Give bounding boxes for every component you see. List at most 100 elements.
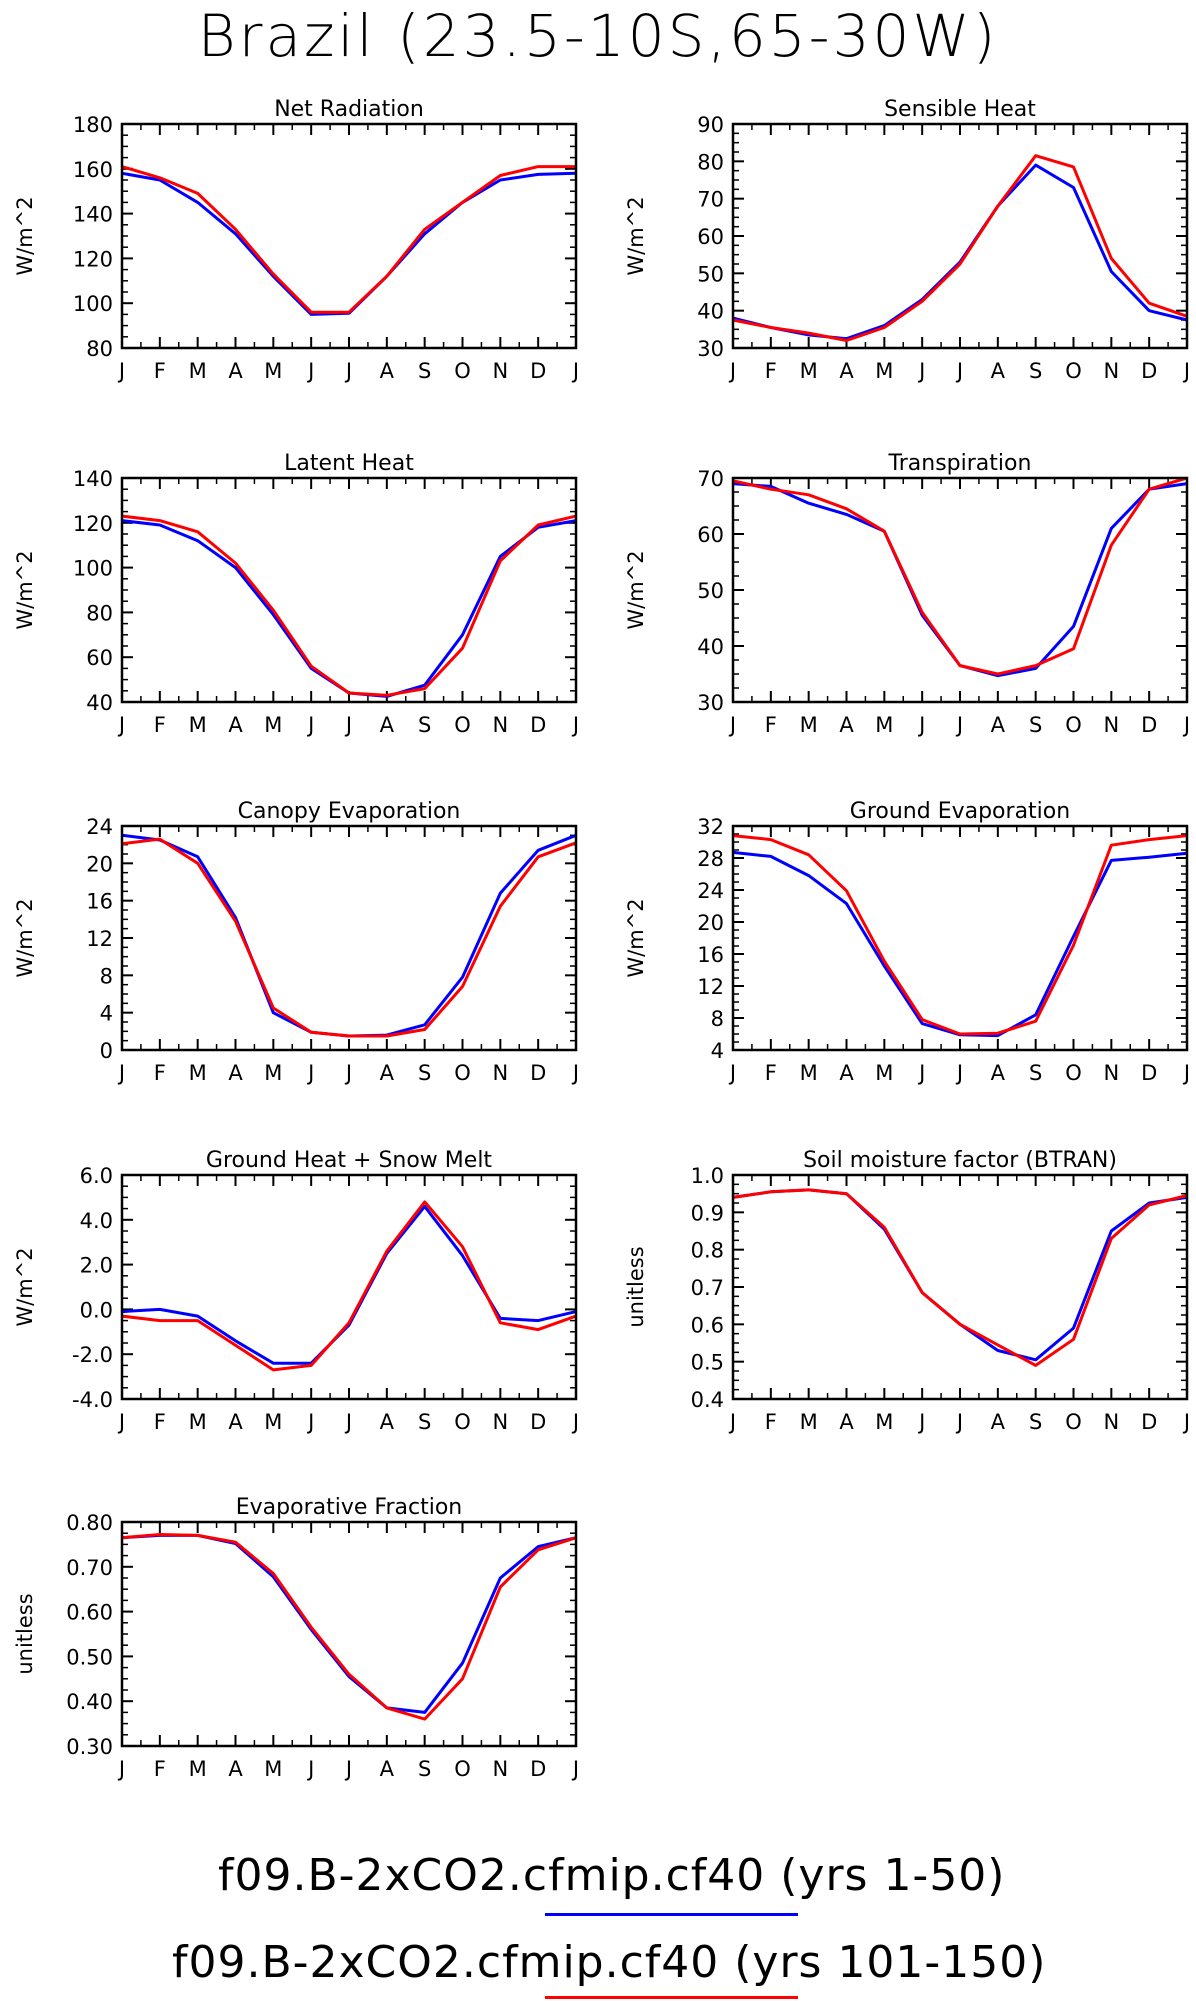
y-tick-label: 0 [100,1039,113,1063]
x-tick-label: J [955,359,963,383]
series-line [121,833,577,1038]
y-tick-label: 24 [86,815,113,839]
x-tick-label: M [800,713,818,737]
y-tick-label: 90 [697,113,724,137]
x-tick-label: D [1141,359,1157,383]
y-axis-label: W/m^2 [624,550,648,629]
x-tick-label: M [800,359,818,383]
y-tick-label: 0.5 [691,1351,724,1375]
y-tick-label: 50 [697,262,724,286]
x-tick-label: M [189,1061,207,1085]
x-tick-label: J [306,1757,314,1781]
x-tick-label: J [344,1061,352,1085]
plot-frame [120,122,578,350]
x-tick-label: N [492,359,508,383]
x-tick-label: J [728,359,736,383]
y-tick-label: 1.0 [691,1164,724,1188]
legend-entry-2: f09.B-2xCO2.cfmip.cf40 (yrs 101-150) [172,1937,1047,1988]
x-tick-label: J [571,1410,579,1434]
y-tick-label: 28 [697,847,724,871]
x-tick-label: O [454,1757,471,1781]
plot-frame [731,122,1189,350]
y-tick-label: 0.50 [66,1645,113,1669]
x-tick-label: D [530,359,546,383]
series-line [121,1533,577,1721]
x-tick-label: J [917,713,925,737]
y-tick-label: 32 [697,815,724,839]
x-tick-label: J [344,1410,352,1434]
x-tick-label: J [955,713,963,737]
y-tick-label: 70 [697,467,724,491]
x-tick-label: A [228,1061,243,1085]
chart-title: Ground Heat + Snow Melt [206,1148,493,1173]
x-tick-label: M [800,1061,818,1085]
y-tick-label: 0.4 [691,1388,724,1412]
series-line [121,837,577,1038]
plot-frame [731,476,1189,704]
series-line [121,514,577,697]
x-tick-label: F [765,1061,777,1085]
chart-title: Net Radiation [274,97,424,122]
chart-title: Sensible Heat [884,97,1036,122]
x-tick-label: J [306,1061,314,1085]
series-line [732,154,1188,342]
x-tick-label: J [571,359,579,383]
x-tick-label: A [991,713,1006,737]
x-tick-label: S [1029,1410,1042,1434]
x-tick-label: J [117,713,125,737]
y-tick-label: 120 [73,512,113,536]
x-tick-label: J [728,713,736,737]
x-tick-label: S [418,359,431,383]
x-tick-label: M [264,713,282,737]
chart-title: Latent Heat [284,451,414,476]
chart-title: Canopy Evaporation [238,799,461,824]
plot-frame [731,824,1189,1052]
x-tick-label: N [492,1410,508,1434]
y-tick-label: 20 [697,911,724,935]
y-tick-label: 140 [73,203,113,227]
x-tick-label: M [189,1757,207,1781]
x-tick-label: N [1103,1061,1119,1085]
x-tick-label: D [530,1757,546,1781]
series-line [121,165,576,314]
y-tick-label: 6.0 [80,1164,113,1188]
x-tick-label: F [154,1757,166,1781]
x-tick-label: M [875,359,893,383]
chart-title: Ground Evaporation [850,799,1070,824]
x-tick-label: A [380,1061,395,1085]
y-tick-label: 40 [86,691,113,715]
y-tick-label: 100 [73,292,113,316]
x-tick-label: A [991,1061,1006,1085]
y-tick-label: 70 [697,188,724,212]
plot-frame [120,1520,578,1748]
x-tick-label: S [1029,713,1042,737]
x-tick-label: S [418,1757,431,1781]
x-tick-label: O [1065,1410,1082,1434]
x-tick-label: J [1182,713,1190,737]
y-tick-label: 180 [73,113,113,137]
y-tick-label: 12 [86,927,113,951]
y-tick-label: 20 [86,852,113,876]
series-line [121,171,577,316]
y-axis-label: W/m^2 [13,550,37,629]
x-tick-label: J [1182,1410,1190,1434]
x-tick-label: F [765,1410,777,1434]
x-tick-label: M [264,1410,282,1434]
x-tick-label: O [1065,1061,1082,1085]
x-tick-label: F [154,359,166,383]
y-tick-label: 60 [697,523,724,547]
x-tick-label: M [875,1061,893,1085]
y-tick-label: 16 [697,943,724,967]
x-tick-label: A [228,1410,243,1434]
x-tick-label: J [117,1410,125,1434]
chart-title: Evaporative Fraction [236,1495,462,1520]
y-tick-label: 0.6 [691,1313,724,1337]
x-tick-label: D [1141,713,1157,737]
x-tick-label: J [571,1757,579,1781]
series-line [732,1188,1188,1362]
chart-title: Transpiration [888,451,1032,476]
x-tick-label: N [492,713,508,737]
